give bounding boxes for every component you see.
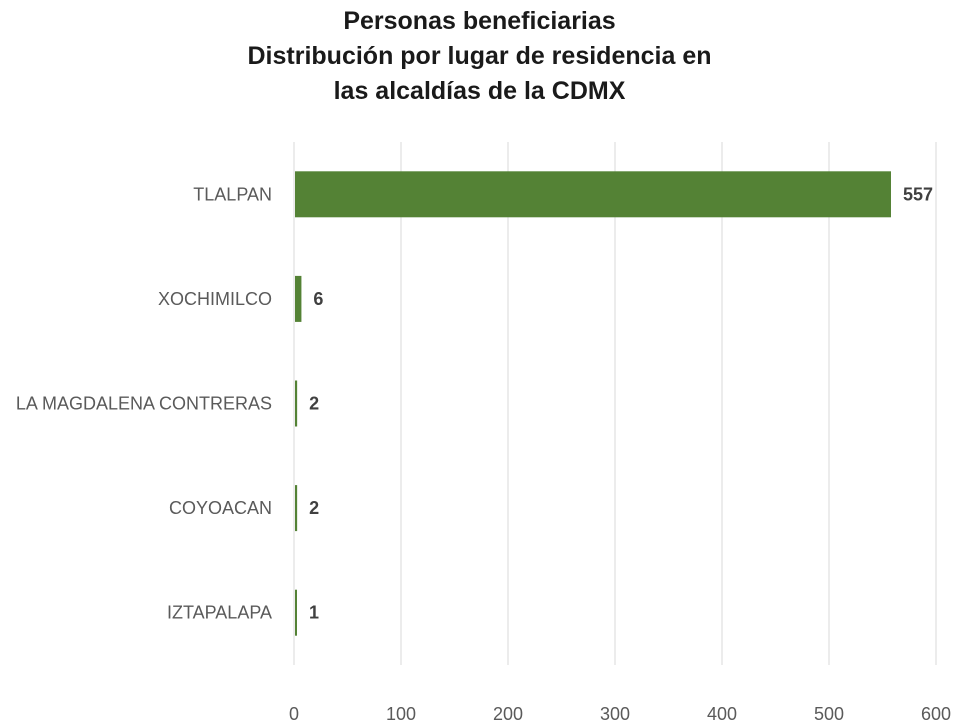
x-tick-label: 300 <box>600 704 630 724</box>
bar <box>295 485 298 532</box>
data-label: 6 <box>313 289 323 309</box>
gridlines <box>293 142 937 665</box>
bars <box>295 171 891 636</box>
category-label: TLALPAN <box>193 184 272 204</box>
data-label: 1 <box>309 603 319 623</box>
x-tick-label: 500 <box>814 704 844 724</box>
chart-title-line-2: Distribución por lugar de residencia en <box>247 42 712 70</box>
data-label: 2 <box>309 394 319 414</box>
x-tick-label: 400 <box>707 704 737 724</box>
x-axis-tick-labels: 0 100 200 300 400 500 600 <box>289 704 951 724</box>
x-tick-label: 0 <box>289 704 299 724</box>
x-tick-label: 100 <box>386 704 416 724</box>
bar <box>295 275 302 322</box>
category-label: XOCHIMILCO <box>158 289 272 309</box>
x-tick-label: 200 <box>493 704 523 724</box>
data-label: 557 <box>903 184 933 204</box>
category-label: LA MAGDALENA CONTRERAS <box>16 394 272 414</box>
bar <box>295 589 297 636</box>
chart-title-line-3: las alcaldías de la CDMX <box>333 77 626 105</box>
bar <box>295 171 891 218</box>
category-label: COYOACAN <box>169 498 272 518</box>
category-label: IZTAPALAPA <box>167 603 272 623</box>
chart-title-line-1: Personas beneficiarias <box>343 7 616 35</box>
data-label: 2 <box>309 498 319 518</box>
bar <box>295 380 298 427</box>
data-labels: 557 6 2 2 1 <box>309 184 933 622</box>
chart-title: Personas beneficiarias Distribución por … <box>0 4 959 109</box>
category-labels: TLALPAN XOCHIMILCO LA MAGDALENA CONTRERAS C… <box>16 184 272 622</box>
x-tick-label: 600 <box>921 704 951 724</box>
